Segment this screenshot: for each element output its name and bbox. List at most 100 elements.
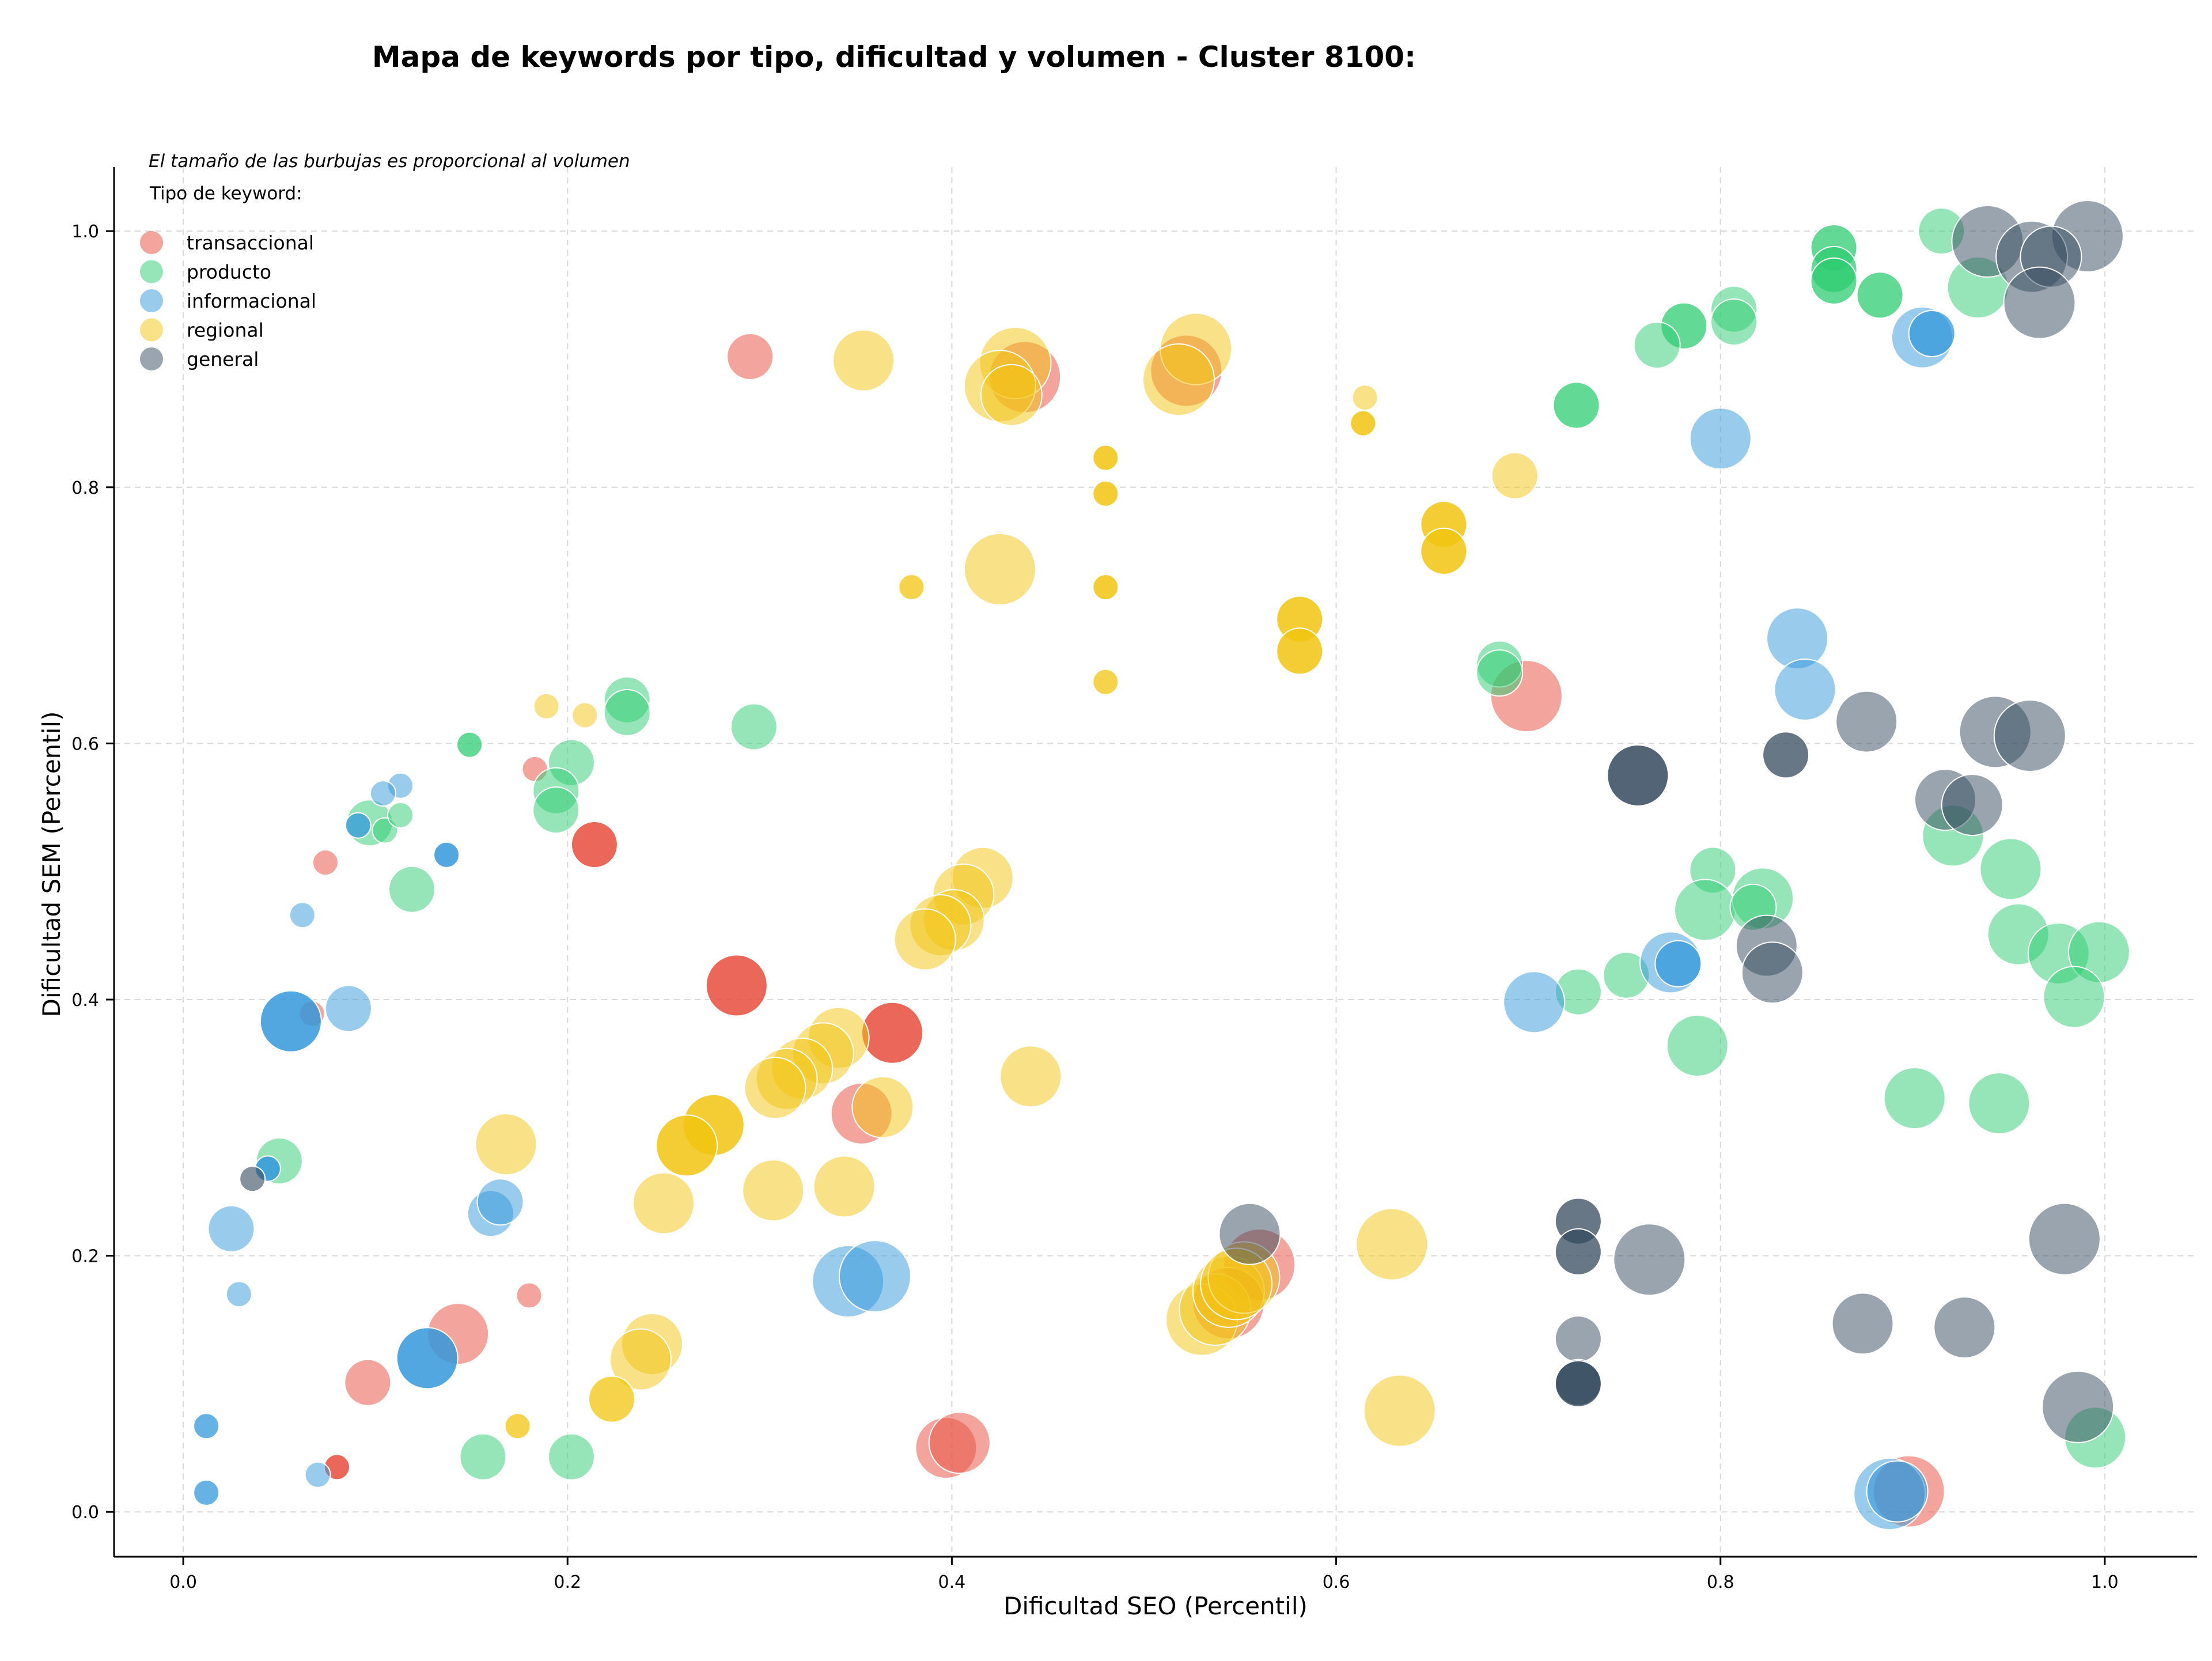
bubble-informacional <box>193 1413 220 1440</box>
bubble-producto <box>1476 649 1524 697</box>
bubble-informacional <box>476 1178 524 1226</box>
legend-marker-producto <box>140 260 163 283</box>
bubble-regional <box>504 1413 531 1440</box>
bubble-producto <box>387 801 414 828</box>
bubble-transaccional <box>312 849 339 876</box>
bubble-producto <box>388 865 436 913</box>
legend-marker-informacional <box>140 289 163 312</box>
y-tick-label: 0.4 <box>71 990 99 1011</box>
bubble-informacional <box>396 1327 459 1390</box>
legend-marker-transaccional <box>140 231 163 254</box>
bubble-general <box>1607 744 1669 807</box>
bubble-transaccional <box>928 1412 991 1474</box>
bubble-producto <box>603 689 651 737</box>
bubble-general <box>1554 1228 1602 1276</box>
bubble-producto <box>1968 1072 2031 1135</box>
bubble-regional <box>963 533 1036 606</box>
bubble-regional <box>813 1155 876 1218</box>
bubble-informacional <box>1689 407 1752 470</box>
bubble-producto <box>1633 321 1681 369</box>
bubble-regional <box>832 329 895 392</box>
bubble-general <box>239 1166 266 1193</box>
bubble-general <box>1762 731 1810 779</box>
bubble-regional <box>632 1172 695 1235</box>
bubble-informacional <box>324 985 372 1032</box>
bubble-producto <box>459 1433 507 1481</box>
bubble-regional <box>1276 627 1324 675</box>
y-axis-label: Dificultad SEM (Percentil) <box>37 712 66 1017</box>
bubble-transaccional <box>516 1282 543 1309</box>
bubble-informacional <box>1654 940 1702 987</box>
bubble-general <box>2003 266 2076 339</box>
bubble-regional <box>1420 527 1468 575</box>
bubble-producto <box>1674 879 1737 941</box>
bubble-informacional <box>1503 971 1566 1034</box>
y-tick-label: 0.2 <box>71 1247 99 1267</box>
legend-title: Tipo de keyword: <box>149 183 302 204</box>
bubble-producto <box>2043 966 2105 1028</box>
legend-label-general: general <box>187 348 259 370</box>
bubble-regional <box>571 702 599 729</box>
legend-label-transaccional: transaccional <box>187 232 314 254</box>
legend-label-regional: regional <box>187 319 264 342</box>
x-tick-label: 0.8 <box>1707 1572 1734 1592</box>
bubble-producto <box>547 1433 595 1481</box>
legend-marker-regional <box>140 318 163 342</box>
x-tick-label: 0.2 <box>554 1572 581 1592</box>
bubble-informacional <box>838 1240 911 1313</box>
bubble-informacional <box>259 990 322 1053</box>
bubble-regional <box>588 1375 635 1423</box>
bubble-informacional <box>289 902 316 929</box>
bubble-general <box>1554 1360 1602 1408</box>
bubble-regional <box>1350 410 1377 437</box>
bubble-general <box>1933 1296 1996 1359</box>
bubble-transaccional <box>570 820 618 868</box>
bubble-general <box>2041 1370 2115 1443</box>
chart-title: Mapa de keywords por tipo, dificultad y … <box>372 40 1416 74</box>
bubble-regional <box>475 1113 537 1176</box>
bubble-informacional <box>433 841 460 868</box>
y-tick-label: 1.0 <box>71 222 99 242</box>
bubble-regional <box>1092 574 1119 601</box>
bubble-general <box>1941 774 2003 837</box>
bubble-regional <box>656 1114 718 1177</box>
bubble-transaccional <box>726 333 774 381</box>
bubble-regional <box>1092 444 1119 471</box>
size-note: El tamaño de las burbujas es proporciona… <box>149 151 630 172</box>
y-tick-label: 0.8 <box>71 478 99 498</box>
bubble-regional <box>980 364 1043 426</box>
bubble-producto <box>456 731 483 758</box>
bubble-general <box>1835 690 1898 753</box>
bubble-informacional <box>304 1461 331 1488</box>
bubble-informacional <box>193 1479 220 1506</box>
bubble-general <box>2028 1202 2101 1276</box>
bubble-transaccional <box>344 1359 392 1406</box>
x-tick-label: 0.0 <box>169 1572 197 1592</box>
legend-label-informacional: informacional <box>187 290 316 312</box>
bubbles <box>193 200 2130 1531</box>
bubble-regional <box>1363 1374 1436 1447</box>
legend-marker-general <box>140 347 163 370</box>
x-axis-label: Dificultad SEO (Percentil) <box>1003 1592 1308 1620</box>
bubble-regional <box>744 1057 806 1119</box>
bubble-informacional <box>1774 659 1836 721</box>
bubble-regional <box>999 1045 1062 1108</box>
bubble-producto <box>532 786 580 834</box>
bubble-regional <box>1491 452 1539 500</box>
bubble-regional <box>742 1159 805 1222</box>
bubble-regional <box>851 1076 914 1138</box>
legend-label-producto: producto <box>187 261 271 283</box>
legend: Tipo de keyword: transaccional producto in… <box>140 183 316 370</box>
bubble-producto <box>1666 1015 1729 1077</box>
bubble-regional <box>1092 480 1119 507</box>
bubble-regional <box>1355 1208 1429 1281</box>
bubble-regional <box>893 908 956 971</box>
bubble-producto <box>1883 1067 1946 1130</box>
bubble-regional <box>533 693 560 720</box>
bubble-producto <box>1552 381 1600 429</box>
bubble-informacional <box>225 1281 252 1308</box>
bubble-regional <box>1092 668 1119 695</box>
bubble-general <box>1218 1202 1281 1265</box>
bubble-producto <box>1979 838 2042 901</box>
